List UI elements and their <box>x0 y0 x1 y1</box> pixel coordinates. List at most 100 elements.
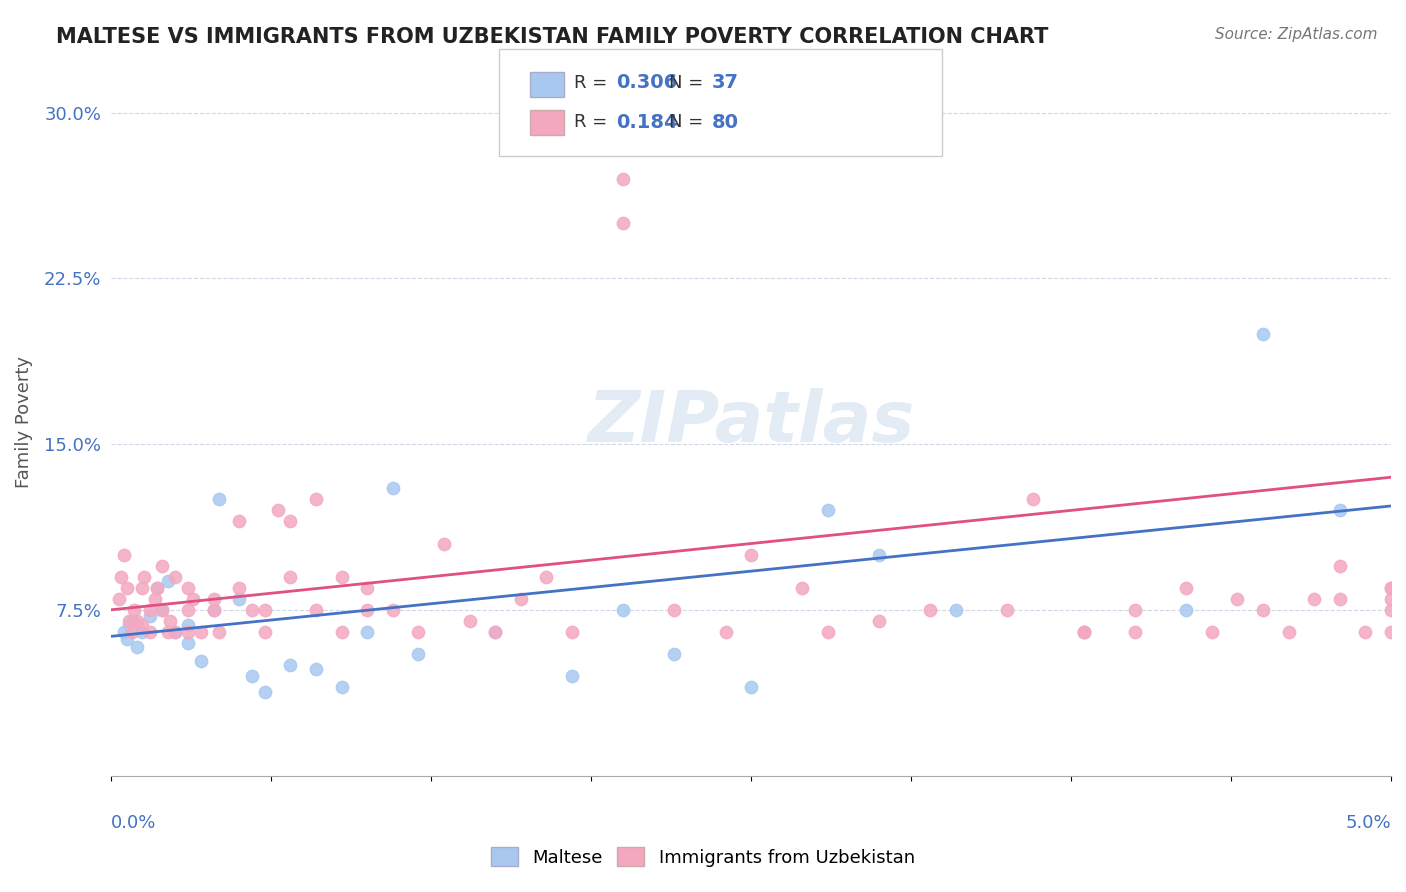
Point <box>131 581 153 595</box>
Point <box>177 636 200 650</box>
Point <box>1379 624 1402 639</box>
Point <box>228 581 250 595</box>
Point <box>138 603 160 617</box>
Point <box>1123 603 1146 617</box>
Point <box>1329 591 1351 606</box>
Point <box>1251 603 1274 617</box>
Point <box>1329 503 1351 517</box>
Text: 0.184: 0.184 <box>616 112 678 132</box>
Point <box>1226 591 1249 606</box>
Point <box>1303 591 1326 606</box>
Point <box>1175 581 1198 595</box>
Point <box>146 581 169 595</box>
Point <box>228 515 250 529</box>
Point <box>305 603 328 617</box>
Point <box>208 492 231 507</box>
Point <box>253 684 276 698</box>
Point <box>1073 624 1095 639</box>
Point <box>1354 624 1376 639</box>
Point <box>1329 558 1351 573</box>
Point <box>1123 624 1146 639</box>
Point <box>484 624 506 639</box>
Point <box>664 603 686 617</box>
Point <box>408 647 430 661</box>
Point <box>1175 603 1198 617</box>
Point <box>115 581 138 595</box>
Point <box>146 581 169 595</box>
Point <box>159 614 181 628</box>
Point <box>330 569 353 583</box>
Point <box>433 536 456 550</box>
Point <box>356 581 378 595</box>
Point <box>612 603 634 617</box>
Point <box>125 640 148 655</box>
Point <box>356 624 378 639</box>
Point <box>112 548 135 562</box>
Point <box>240 669 263 683</box>
Point <box>177 624 200 639</box>
Point <box>381 603 404 617</box>
Point <box>612 216 634 230</box>
Point <box>408 624 430 639</box>
Point <box>561 669 583 683</box>
Point <box>612 172 634 186</box>
Point <box>165 624 187 639</box>
Point <box>156 624 179 639</box>
Point <box>152 558 174 573</box>
Point <box>253 603 276 617</box>
Point <box>152 603 174 617</box>
Point <box>1379 581 1402 595</box>
Point <box>868 614 890 628</box>
Text: 0.0%: 0.0% <box>111 814 156 832</box>
Text: 0.306: 0.306 <box>616 73 678 93</box>
Point <box>115 632 138 646</box>
Point <box>280 658 302 673</box>
Text: Source: ZipAtlas.com: Source: ZipAtlas.com <box>1215 27 1378 42</box>
Text: N =: N = <box>669 74 709 92</box>
Point <box>152 603 174 617</box>
Y-axis label: Family Poverty: Family Poverty <box>15 356 32 488</box>
Text: 37: 37 <box>711 73 738 93</box>
Point <box>484 624 506 639</box>
Point <box>280 569 302 583</box>
Point <box>202 603 225 617</box>
Text: 5.0%: 5.0% <box>1346 814 1391 832</box>
Point <box>177 581 200 595</box>
Point <box>202 591 225 606</box>
Point <box>536 569 558 583</box>
Point <box>1201 624 1223 639</box>
Point <box>740 680 762 694</box>
Point <box>118 614 141 628</box>
Point <box>110 569 132 583</box>
Point <box>138 624 160 639</box>
Point <box>165 624 187 639</box>
Point <box>381 481 404 495</box>
Text: MALTESE VS IMMIGRANTS FROM UZBEKISTAN FAMILY POVERTY CORRELATION CHART: MALTESE VS IMMIGRANTS FROM UZBEKISTAN FA… <box>56 27 1049 46</box>
Point <box>1251 326 1274 341</box>
Point <box>561 624 583 639</box>
Point <box>125 614 148 628</box>
Point <box>181 591 204 606</box>
Point <box>134 569 156 583</box>
Point <box>868 548 890 562</box>
Point <box>1278 624 1301 639</box>
Point <box>190 654 212 668</box>
Point <box>177 618 200 632</box>
Point <box>305 492 328 507</box>
Point <box>1021 492 1043 507</box>
Point <box>202 603 225 617</box>
Point <box>356 603 378 617</box>
Point <box>1073 624 1095 639</box>
Point <box>740 548 762 562</box>
Point <box>920 603 942 617</box>
Point <box>266 503 288 517</box>
Point <box>122 603 145 617</box>
Point <box>792 581 814 595</box>
Point <box>509 591 531 606</box>
Point <box>330 624 353 639</box>
Point <box>108 591 131 606</box>
Point <box>305 663 328 677</box>
Point <box>165 569 187 583</box>
Point <box>138 609 160 624</box>
Point <box>208 624 231 639</box>
